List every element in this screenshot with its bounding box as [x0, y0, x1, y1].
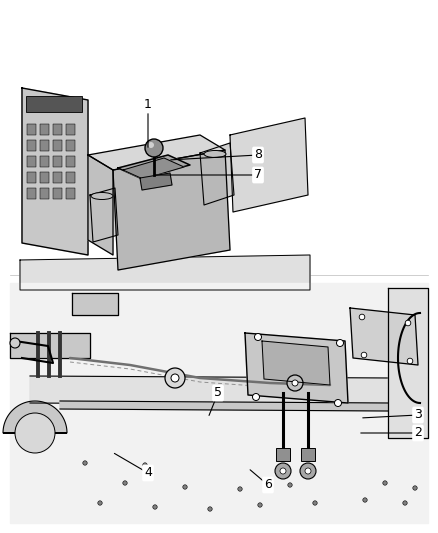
Bar: [66, 156, 75, 167]
Circle shape: [15, 413, 55, 453]
Bar: [66, 124, 75, 135]
Polygon shape: [113, 150, 230, 270]
Text: 6: 6: [264, 479, 272, 491]
Circle shape: [10, 338, 20, 348]
Bar: [301, 448, 315, 461]
Bar: [40, 140, 49, 151]
Bar: [53, 140, 62, 151]
Circle shape: [254, 334, 261, 341]
Bar: [27, 188, 36, 199]
Text: 8: 8: [254, 149, 262, 161]
Bar: [27, 140, 36, 151]
Circle shape: [252, 393, 259, 400]
Circle shape: [183, 485, 187, 489]
Circle shape: [238, 487, 242, 491]
Circle shape: [305, 468, 311, 474]
Circle shape: [335, 400, 342, 407]
Bar: [66, 140, 75, 151]
Polygon shape: [230, 118, 308, 212]
Polygon shape: [123, 158, 184, 179]
Bar: [66, 172, 75, 183]
Polygon shape: [72, 293, 118, 315]
Bar: [40, 156, 49, 167]
Circle shape: [208, 507, 212, 511]
Bar: [26, 96, 82, 112]
Bar: [53, 124, 62, 135]
Ellipse shape: [91, 192, 113, 199]
Bar: [53, 156, 62, 167]
Polygon shape: [22, 88, 88, 255]
Circle shape: [258, 503, 262, 507]
Circle shape: [336, 340, 343, 346]
Polygon shape: [88, 135, 225, 170]
Polygon shape: [10, 333, 90, 358]
Polygon shape: [245, 333, 348, 403]
Bar: [66, 188, 75, 199]
Bar: [27, 172, 36, 183]
Text: 5: 5: [214, 386, 222, 400]
Circle shape: [361, 352, 367, 358]
Polygon shape: [388, 288, 428, 438]
Circle shape: [287, 375, 303, 391]
Text: 4: 4: [144, 466, 152, 480]
Polygon shape: [3, 401, 67, 433]
Circle shape: [383, 481, 387, 485]
Text: 3: 3: [414, 408, 422, 422]
Polygon shape: [118, 155, 190, 178]
Bar: [40, 172, 49, 183]
Circle shape: [359, 314, 365, 320]
Circle shape: [148, 142, 154, 148]
Circle shape: [123, 481, 127, 485]
Polygon shape: [90, 188, 118, 242]
Circle shape: [407, 358, 413, 364]
Polygon shape: [10, 283, 428, 523]
Bar: [40, 124, 49, 135]
Polygon shape: [350, 308, 418, 365]
Circle shape: [98, 501, 102, 505]
Bar: [276, 448, 290, 461]
Polygon shape: [200, 143, 234, 205]
Circle shape: [145, 139, 163, 157]
Circle shape: [313, 501, 317, 505]
Circle shape: [280, 468, 286, 474]
Bar: [27, 156, 36, 167]
Circle shape: [363, 498, 367, 502]
Circle shape: [405, 320, 411, 326]
Circle shape: [165, 368, 185, 388]
Circle shape: [143, 463, 147, 467]
Circle shape: [300, 463, 316, 479]
Ellipse shape: [204, 150, 226, 157]
Circle shape: [403, 501, 407, 505]
Text: 2: 2: [414, 426, 422, 440]
Circle shape: [153, 505, 157, 509]
Polygon shape: [140, 173, 172, 190]
Polygon shape: [30, 376, 390, 405]
Polygon shape: [20, 255, 310, 290]
Circle shape: [83, 461, 87, 465]
Circle shape: [292, 380, 298, 386]
Bar: [53, 172, 62, 183]
Bar: [27, 124, 36, 135]
Text: 7: 7: [254, 168, 262, 182]
Polygon shape: [60, 401, 388, 411]
Bar: [40, 188, 49, 199]
Circle shape: [171, 374, 179, 382]
Polygon shape: [88, 155, 113, 255]
Circle shape: [288, 483, 292, 487]
Polygon shape: [262, 341, 330, 385]
Circle shape: [413, 486, 417, 490]
Bar: [53, 188, 62, 199]
Text: 1: 1: [144, 99, 152, 111]
Circle shape: [275, 463, 291, 479]
